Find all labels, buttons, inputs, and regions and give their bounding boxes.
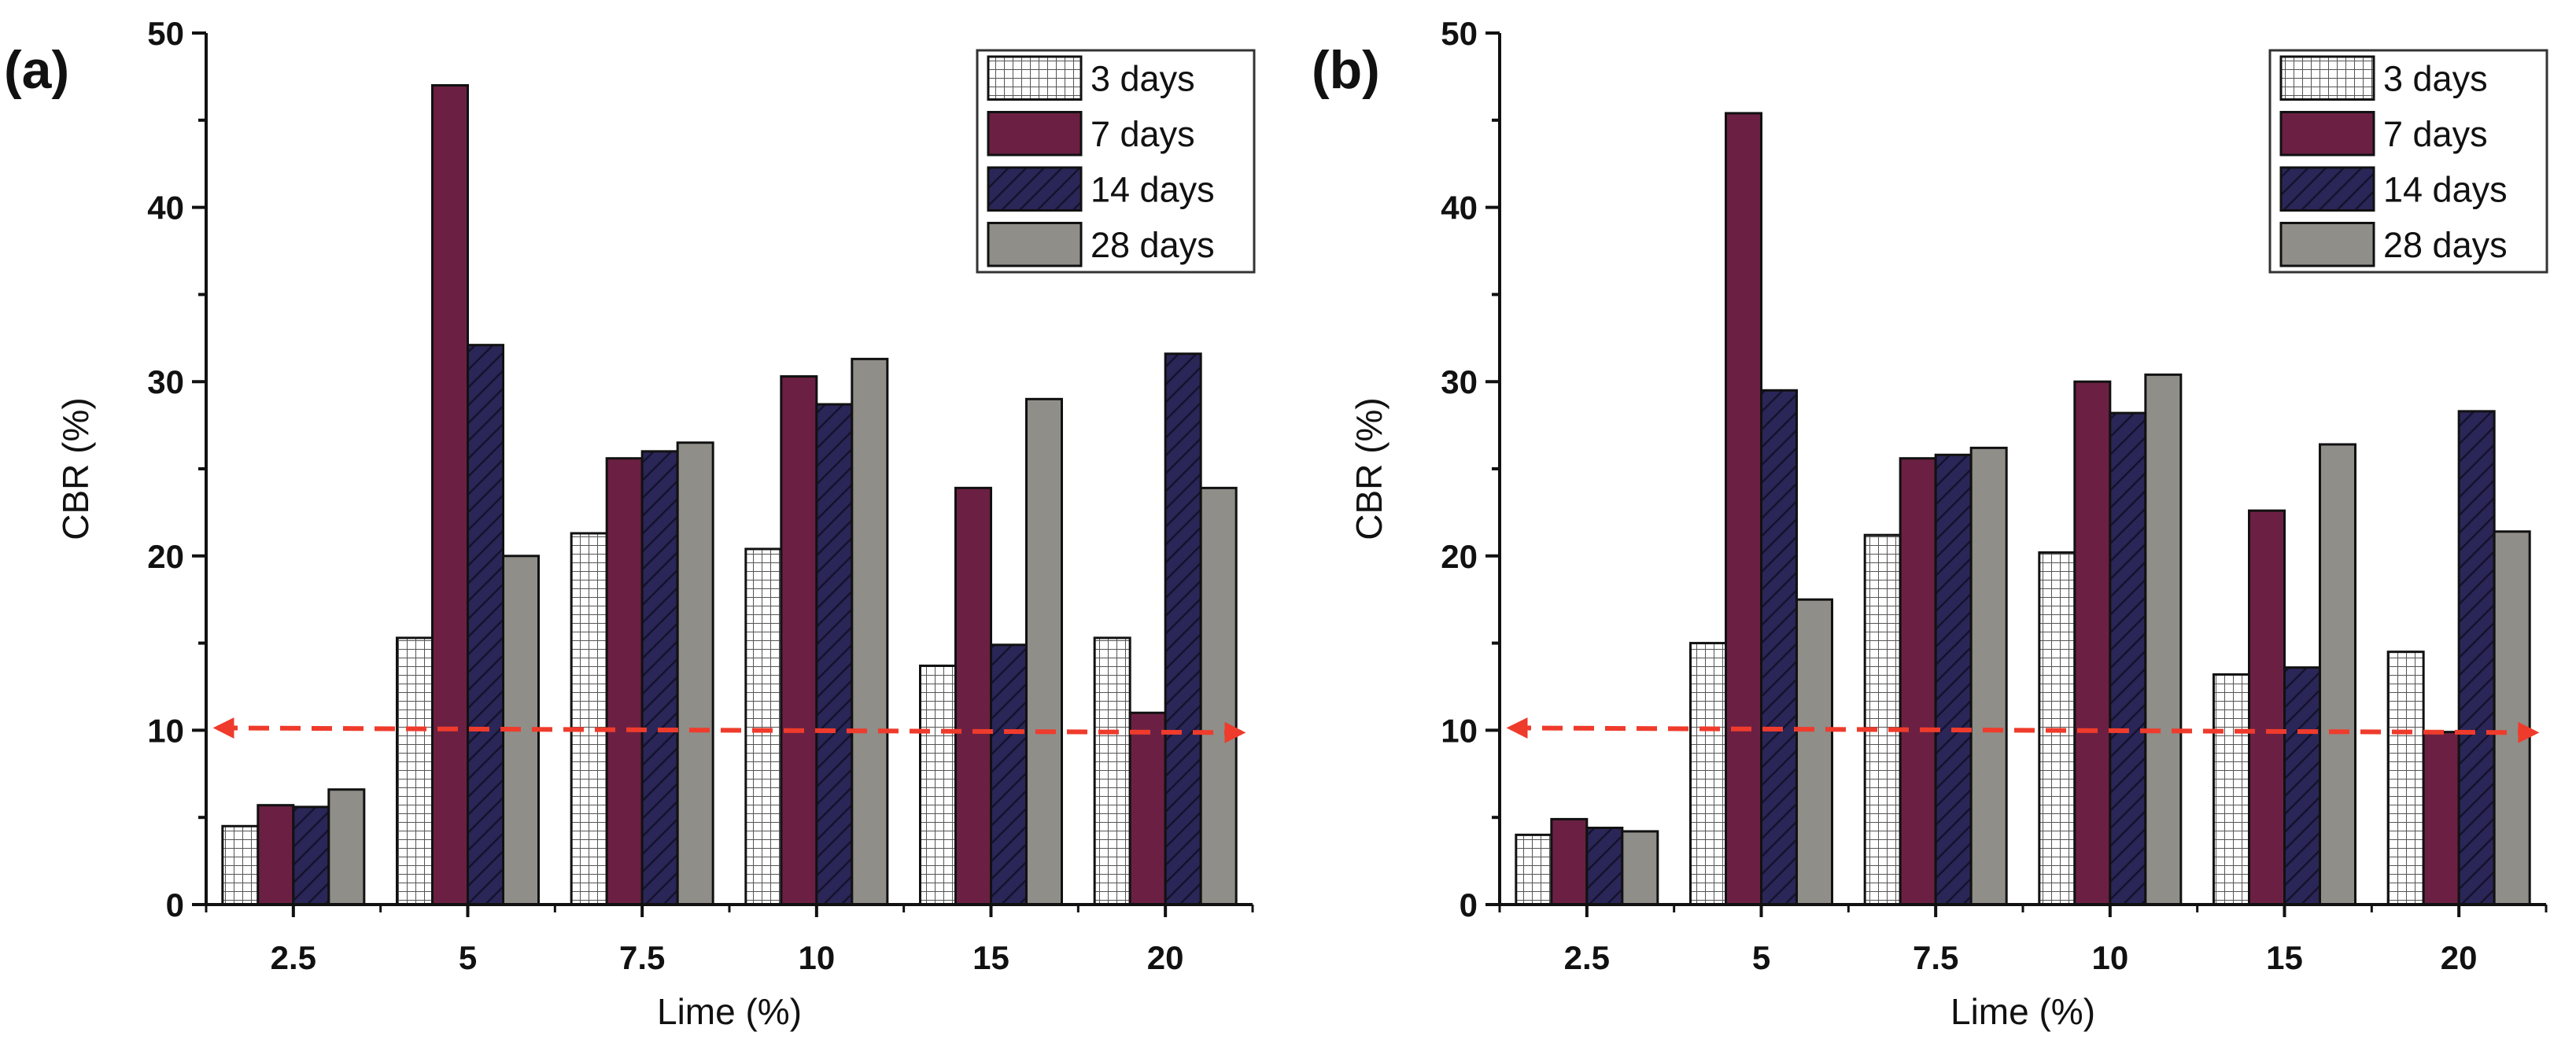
bar-3-days-10 [744, 547, 783, 906]
legend-swatch-3-days [987, 55, 1083, 101]
x-tick-label: 5 [459, 939, 477, 976]
x-tick-label: 7.5 [1913, 939, 1958, 976]
x-tick-label: 7.5 [619, 939, 665, 976]
bar-14-days-2.5 [292, 805, 330, 906]
bar-14-days-5 [467, 344, 504, 906]
bar-7-days-2.5 [1550, 817, 1589, 906]
bar-7-days-7.5 [1899, 457, 1937, 906]
bar-7-days-5 [431, 83, 469, 906]
panel-label: (b) [1312, 40, 1380, 100]
bar-7-days-15 [2248, 509, 2286, 906]
legend: 3 days 7 days 14 days 28 days [2268, 49, 2548, 274]
x-tick-label: 2.5 [271, 939, 316, 976]
bar-28-days-5 [1795, 598, 1833, 906]
bar-14-days-7.5 [1934, 453, 1973, 906]
bar-28-days-7.5 [676, 441, 714, 906]
legend-swatch-7-days [2279, 111, 2375, 157]
legend: 3 days 7 days 14 days 28 days [976, 49, 1256, 274]
legend-label: 3 days [2383, 58, 2488, 98]
bar-7-days-7.5 [605, 457, 644, 906]
bar-28-days-10 [2144, 373, 2183, 906]
y-tick-label: 10 [1441, 712, 1478, 749]
bar-14-days-20 [2457, 410, 2496, 906]
bar-14-days-5 [1760, 389, 1798, 906]
legend-label: 7 days [2383, 114, 2488, 154]
bar-7-days-20 [2422, 731, 2460, 906]
x-axis-title: Lime (%) [1950, 991, 2095, 1032]
y-tick-label: 50 [1441, 15, 1478, 52]
y-tick-label: 30 [1441, 363, 1478, 400]
x-tick-label: 15 [972, 939, 1009, 976]
bar-28-days-7.5 [1969, 446, 2008, 906]
bar-3-days-7.5 [570, 532, 608, 906]
legend-label: 28 days [2383, 225, 2508, 265]
bar-3-days-2.5 [221, 824, 260, 906]
bar-28-days-15 [1025, 397, 1063, 906]
reference-line [212, 717, 1246, 743]
x-tick-label: 20 [1147, 939, 1184, 976]
bar-14-days-10 [815, 403, 854, 906]
legend-label: 14 days [2383, 169, 2508, 209]
legend-swatch-7-days [987, 111, 1083, 157]
x-tick-label: 20 [2441, 939, 2478, 976]
bar-7-days-10 [2073, 380, 2112, 906]
bar-7-days-10 [780, 375, 818, 906]
bar-3-days-5 [1689, 642, 1727, 906]
legend-label: 7 days [1091, 114, 1195, 154]
y-tick-label: 20 [147, 538, 184, 575]
bar-7-days-20 [1128, 711, 1167, 906]
y-tick-label: 10 [147, 712, 184, 749]
bar-14-days-7.5 [640, 450, 679, 906]
bar-14-days-2.5 [1585, 826, 1624, 906]
bar-28-days-2.5 [327, 788, 366, 906]
x-tick-label: 15 [2266, 939, 2303, 976]
y-tick-label: 30 [147, 363, 184, 400]
panel-a: 0 10 20 30 40 50 2.5 5 7.5 10 15 20 Lime (%) CBR (%) (… [4, 15, 1256, 1032]
legend-swatch-14-days [987, 166, 1083, 212]
y-tick-label: 0 [1460, 886, 1478, 923]
x-tick-label: 2.5 [1564, 939, 1610, 976]
x-tick-label: 10 [798, 939, 835, 976]
y-tick-label: 50 [147, 15, 184, 52]
legend-label: 14 days [1091, 169, 1215, 209]
y-axis-title: CBR (%) [1349, 397, 1389, 540]
bar-28-days-2.5 [1621, 830, 1659, 906]
x-tick-label: 5 [1752, 939, 1770, 976]
y-tick-label: 40 [147, 190, 184, 227]
bar-14-days-15 [2283, 666, 2321, 906]
bar-3-days-5 [396, 636, 434, 906]
panel-label: (a) [4, 40, 69, 100]
y-axis-title: CBR (%) [55, 397, 96, 540]
bar-3-days-15 [2212, 673, 2250, 906]
legend-swatch-14-days [2279, 166, 2375, 212]
bar-14-days-15 [990, 643, 1028, 906]
legend-label: 3 days [1091, 58, 1195, 98]
bar-3-days-7.5 [1863, 533, 1902, 906]
reference-line [1506, 717, 2540, 743]
legend-swatch-28-days [2279, 222, 2375, 267]
y-tick-label: 40 [1441, 190, 1478, 227]
bar-3-days-20 [2386, 650, 2425, 906]
bar-7-days-2.5 [256, 804, 295, 906]
legend-label: 28 days [1091, 225, 1215, 265]
bar-7-days-5 [1725, 112, 1762, 906]
legend-swatch-28-days [987, 222, 1083, 267]
bar-28-days-15 [2319, 443, 2356, 906]
bar-14-days-10 [2109, 411, 2147, 906]
panel-b: 0 10 20 30 40 50 2.5 5 7.5 10 15 20 Lime (%) CBR (%) (… [1312, 15, 2548, 1032]
x-axis-title: Lime (%) [657, 991, 802, 1032]
bar-14-days-20 [1164, 352, 1202, 906]
bar-28-days-20 [2493, 530, 2531, 906]
bar-7-days-15 [954, 486, 992, 906]
bar-28-days-20 [1199, 486, 1238, 906]
bar-3-days-2.5 [1515, 833, 1553, 906]
y-tick-label: 20 [1441, 538, 1478, 575]
bar-28-days-10 [851, 357, 889, 906]
bar-3-days-20 [1093, 636, 1131, 906]
bar-3-days-15 [919, 664, 957, 906]
x-tick-label: 10 [2091, 939, 2128, 976]
legend-swatch-3-days [2279, 55, 2375, 101]
y-tick-label: 0 [166, 886, 184, 923]
